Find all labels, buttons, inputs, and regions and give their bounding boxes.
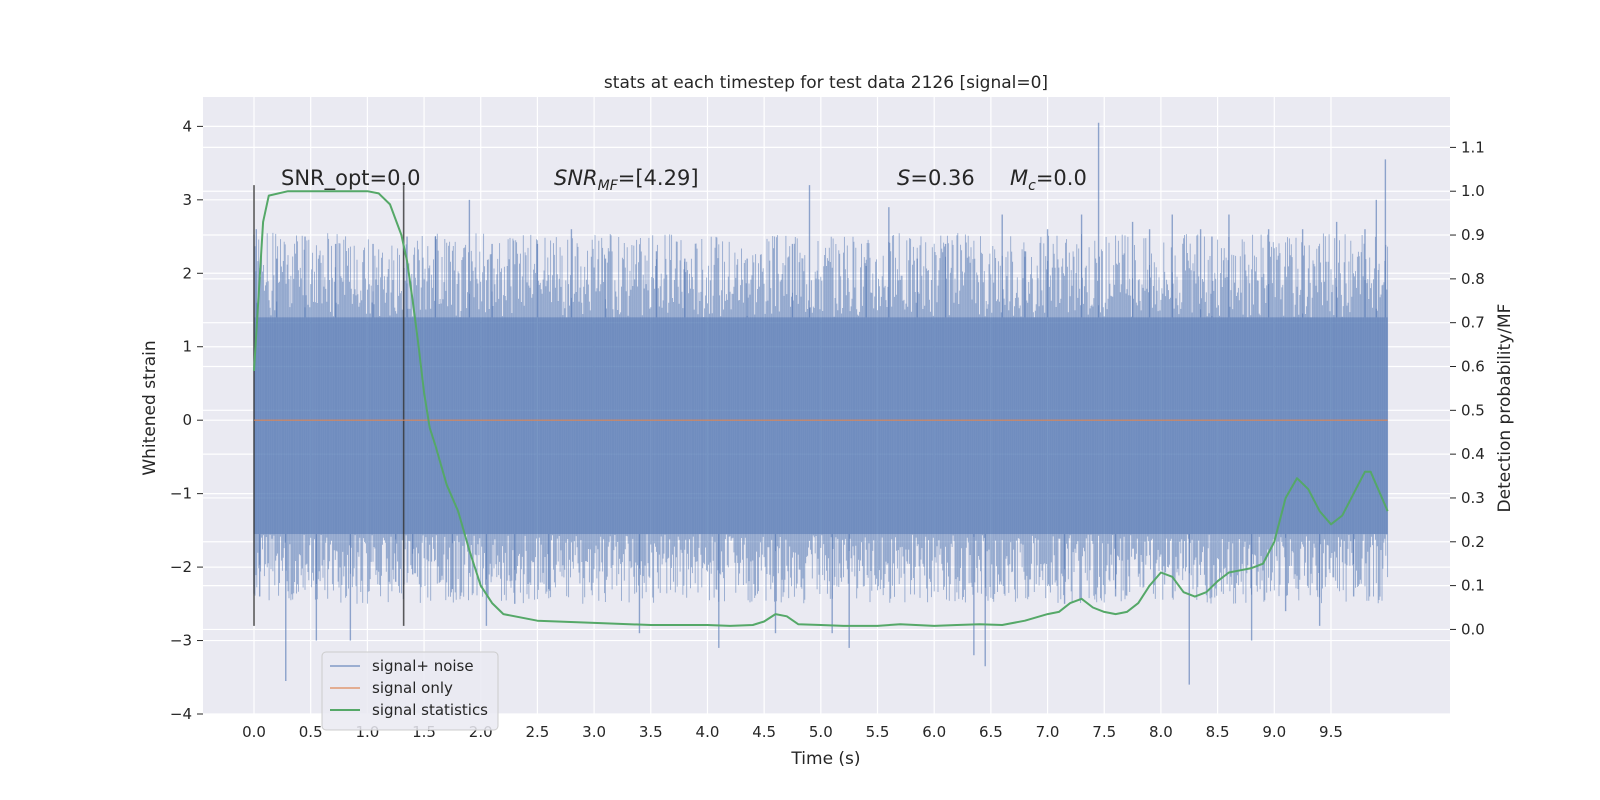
y-tick-label: 2 [182, 264, 192, 282]
x-tick-label: 2.5 [525, 723, 549, 741]
y2-tick-label: 0.5 [1461, 401, 1485, 419]
x-tick-label: 5.5 [866, 723, 890, 741]
y2-tick-label: 0.7 [1461, 314, 1485, 332]
legend-label-signal: signal only [372, 679, 453, 697]
signal-statistics-line [253, 190, 1389, 627]
s-symbol: S [897, 166, 910, 190]
y2-tick-label: 0.2 [1461, 533, 1485, 551]
window-markers [253, 185, 405, 626]
snr-mf-value: =[4.29] [618, 166, 699, 190]
x-tick-label: 0.5 [299, 723, 323, 741]
mc-symbol: M [1010, 166, 1028, 190]
x-tick-label: 4.5 [752, 723, 776, 741]
x-axis-label: Time (s) [790, 749, 860, 769]
x-tick-label: 7.5 [1092, 723, 1116, 741]
x-tick-label: 3.5 [639, 723, 663, 741]
mc-value: =0.0 [1036, 166, 1087, 190]
y2-tick-label: 0.1 [1461, 577, 1485, 595]
snr-opt-annotation: SNR_opt=0.0 [281, 166, 421, 191]
y-tick-label: −4 [170, 705, 192, 723]
y2-axis-ticks: 1.1 1.0 0.9 0.8 0.7 0.6 0.5 0.4 0.3 0.2 0.1 0.0 [1450, 138, 1485, 638]
x-tick-label: 5.0 [809, 723, 833, 741]
y-axis-label: Whitened strain [140, 340, 160, 475]
x-tick-label: 6.0 [922, 723, 946, 741]
y2-tick-label: 0.9 [1461, 226, 1485, 244]
y2-tick-label: 1.0 [1461, 182, 1485, 200]
x-tick-label: 3.0 [582, 723, 606, 741]
mc-subscript: c [1028, 178, 1036, 194]
s-annotation: S=0.36 [897, 166, 975, 190]
y2-tick-label: 0.6 [1461, 357, 1485, 375]
y-tick-label: −2 [170, 558, 192, 576]
snr-mf-subscript: MF [598, 178, 619, 194]
y2-tick-label: 0.0 [1461, 620, 1485, 638]
legend-label-noise: signal+ noise [372, 657, 474, 675]
mc-annotation: Mc=0.0 [1010, 166, 1087, 194]
y2-tick-label: 0.4 [1461, 445, 1485, 463]
s-value: =0.36 [910, 166, 974, 190]
x-tick-label: 0.0 [242, 723, 266, 741]
signal-statistics-series [253, 190, 1389, 627]
y-tick-label: 4 [182, 117, 192, 135]
legend-label-statistics: signal statistics [372, 701, 488, 719]
y-tick-label: −1 [170, 485, 192, 503]
y2-tick-label: 1.1 [1461, 138, 1485, 156]
chart-title: stats at each timestep for test data 212… [604, 73, 1048, 93]
x-tick-label: 9.5 [1319, 723, 1343, 741]
snr-mf-annotation: SNRMF=[4.29] [554, 166, 699, 194]
x-tick-label: 4.0 [696, 723, 720, 741]
x-tick-label: 6.5 [979, 723, 1003, 741]
x-tick-label: 9.0 [1262, 723, 1286, 741]
legend: signal+ noise signal only signal statist… [321, 651, 499, 731]
y2-axis-label: Detection probability/MF [1495, 304, 1515, 513]
snr-mf-symbol: SNR [554, 166, 598, 190]
x-tick-label: 7.0 [1036, 723, 1060, 741]
y-tick-label: 3 [182, 191, 192, 209]
x-tick-label: 8.5 [1206, 723, 1230, 741]
y-tick-label: 1 [182, 338, 192, 356]
y2-tick-label: 0.3 [1461, 489, 1485, 507]
y-tick-label: −3 [170, 632, 192, 650]
y-axis-ticks: 4 3 2 1 0 −1 −2 −3 −4 [170, 117, 203, 723]
y2-tick-label: 0.8 [1461, 270, 1485, 288]
y-tick-label: 0 [182, 411, 192, 429]
signal-noise-series [253, 122, 1389, 685]
x-tick-label: 8.0 [1149, 723, 1173, 741]
legend-box [321, 651, 499, 731]
